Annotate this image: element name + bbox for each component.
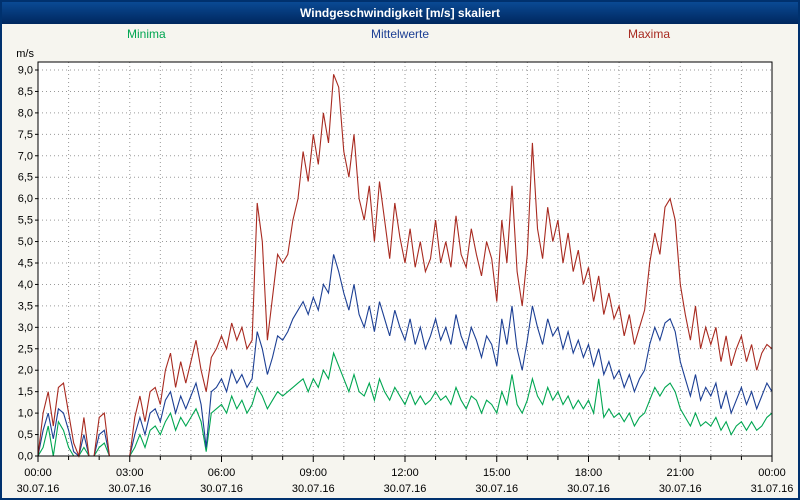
svg-text:12:00: 12:00 <box>391 467 419 479</box>
svg-text:4,0: 4,0 <box>18 279 33 291</box>
svg-text:31.07.16: 31.07.16 <box>751 483 794 495</box>
svg-text:00:00: 00:00 <box>758 467 786 479</box>
svg-text:3,5: 3,5 <box>18 300 33 312</box>
svg-text:7,0: 7,0 <box>18 150 33 162</box>
svg-text:00:00: 00:00 <box>24 467 52 479</box>
svg-text:30.07.16: 30.07.16 <box>384 483 427 495</box>
legend-maxima: Maxima <box>627 27 670 41</box>
svg-text:5,5: 5,5 <box>18 215 33 227</box>
svg-text:4,5: 4,5 <box>18 258 33 270</box>
svg-text:6,0: 6,0 <box>18 193 33 205</box>
svg-text:2,5: 2,5 <box>18 343 33 355</box>
svg-text:21:00: 21:00 <box>666 467 694 479</box>
svg-text:5,0: 5,0 <box>18 236 33 248</box>
svg-text:7,5: 7,5 <box>18 129 33 141</box>
svg-text:1,0: 1,0 <box>18 408 33 420</box>
svg-text:06:00: 06:00 <box>208 467 236 479</box>
chart-area: 0,0 0,5 1,0 1,5 2,0 2,5 3,0 3,5 4,0 4,5 5,0 5,5 6,0 6… <box>2 44 798 498</box>
svg-text:30.07.16: 30.07.16 <box>17 483 60 495</box>
svg-text:30.07.16: 30.07.16 <box>567 483 610 495</box>
svg-text:1,5: 1,5 <box>18 386 33 398</box>
svg-text:30.07.16: 30.07.16 <box>475 483 518 495</box>
svg-text:8,5: 8,5 <box>18 86 33 98</box>
svg-text:9,0: 9,0 <box>18 65 33 77</box>
svg-text:03:00: 03:00 <box>116 467 144 479</box>
legend-mittelwerte: Mittelwerte <box>370 27 429 41</box>
chart-legend: Minima Mittelwerte Maxima <box>2 24 798 44</box>
wind-speed-chart: 0,0 0,5 1,0 1,5 2,0 2,5 3,0 3,5 4,0 4,5 5,0 5,5 6,0 6… <box>16 48 794 495</box>
svg-text:15:00: 15:00 <box>483 467 511 479</box>
legend-minima: Minima <box>127 27 166 41</box>
svg-text:3,0: 3,0 <box>18 322 33 334</box>
svg-text:m/s: m/s <box>16 48 34 60</box>
svg-text:30.07.16: 30.07.16 <box>292 483 335 495</box>
svg-text:30.07.16: 30.07.16 <box>108 483 151 495</box>
svg-text:30.07.16: 30.07.16 <box>200 483 243 495</box>
svg-text:6,5: 6,5 <box>18 172 33 184</box>
svg-text:09:00: 09:00 <box>299 467 327 479</box>
title-bar: Windgeschwindigkeit [m/s] skaliert <box>2 2 798 24</box>
svg-text:8,0: 8,0 <box>18 107 33 119</box>
svg-text:18:00: 18:00 <box>575 467 603 479</box>
svg-text:30.07.16: 30.07.16 <box>659 483 702 495</box>
svg-text:2,0: 2,0 <box>18 365 33 377</box>
window-title: Windgeschwindigkeit [m/s] skaliert <box>300 6 500 20</box>
svg-text:0,5: 0,5 <box>18 429 33 441</box>
svg-text:0,0: 0,0 <box>18 451 33 463</box>
